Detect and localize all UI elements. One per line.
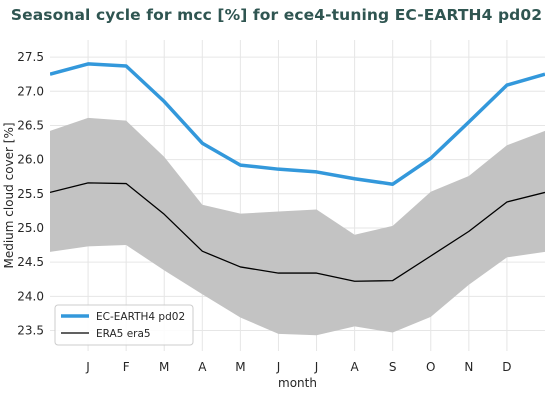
y-tick-label: 26.5	[17, 118, 44, 132]
y-tick-label: 23.5	[17, 323, 44, 337]
x-tick-label: A	[198, 360, 207, 374]
y-tick-label: 25.5	[17, 187, 44, 201]
x-tick-label: O	[426, 360, 435, 374]
legend-label-ec-earth4: EC-EARTH4 pd02	[96, 311, 185, 323]
series-lines	[50, 62, 545, 282]
era5-spread-band	[50, 117, 545, 336]
x-tick-label: J	[314, 360, 319, 374]
y-tick-label: 27.0	[17, 84, 44, 98]
era5-band-area	[50, 117, 545, 336]
x-tick-label: M	[159, 360, 169, 374]
chart-title: Seasonal cycle for mcc [%] for ece4-tuni…	[10, 6, 543, 24]
x-tick-label: M	[235, 360, 245, 374]
y-axis-label: Medium cloud cover [%]	[2, 122, 16, 268]
y-tick-label: 24.5	[17, 255, 44, 269]
y-tick-label: 26.0	[17, 153, 44, 167]
x-axis-label: month	[278, 376, 317, 390]
x-tick-label: F	[123, 360, 130, 374]
x-tick-label: J	[276, 360, 281, 374]
legend: EC-EARTH4 pd02 ERA5 era5	[54, 304, 194, 346]
x-tick-label: J	[85, 360, 90, 374]
legend-label-era5: ERA5 era5	[96, 328, 151, 340]
x-tick-label: A	[351, 360, 360, 374]
era5-line	[50, 182, 545, 282]
legend-box	[54, 304, 194, 346]
x-tick-label: D	[502, 360, 511, 374]
x-tick-label: N	[464, 360, 473, 374]
y-tick-label: 24.0	[17, 289, 44, 303]
axis-ticks: 23.5 24.0 24.5 25.0 25.5 26.0 26.5 27.0 27.5 J F M A…	[17, 50, 511, 374]
x-tick-label: S	[389, 360, 397, 374]
ec-earth4-line	[50, 62, 545, 186]
y-tick-label: 27.5	[17, 50, 44, 64]
y-tick-label: 25.0	[17, 221, 44, 235]
